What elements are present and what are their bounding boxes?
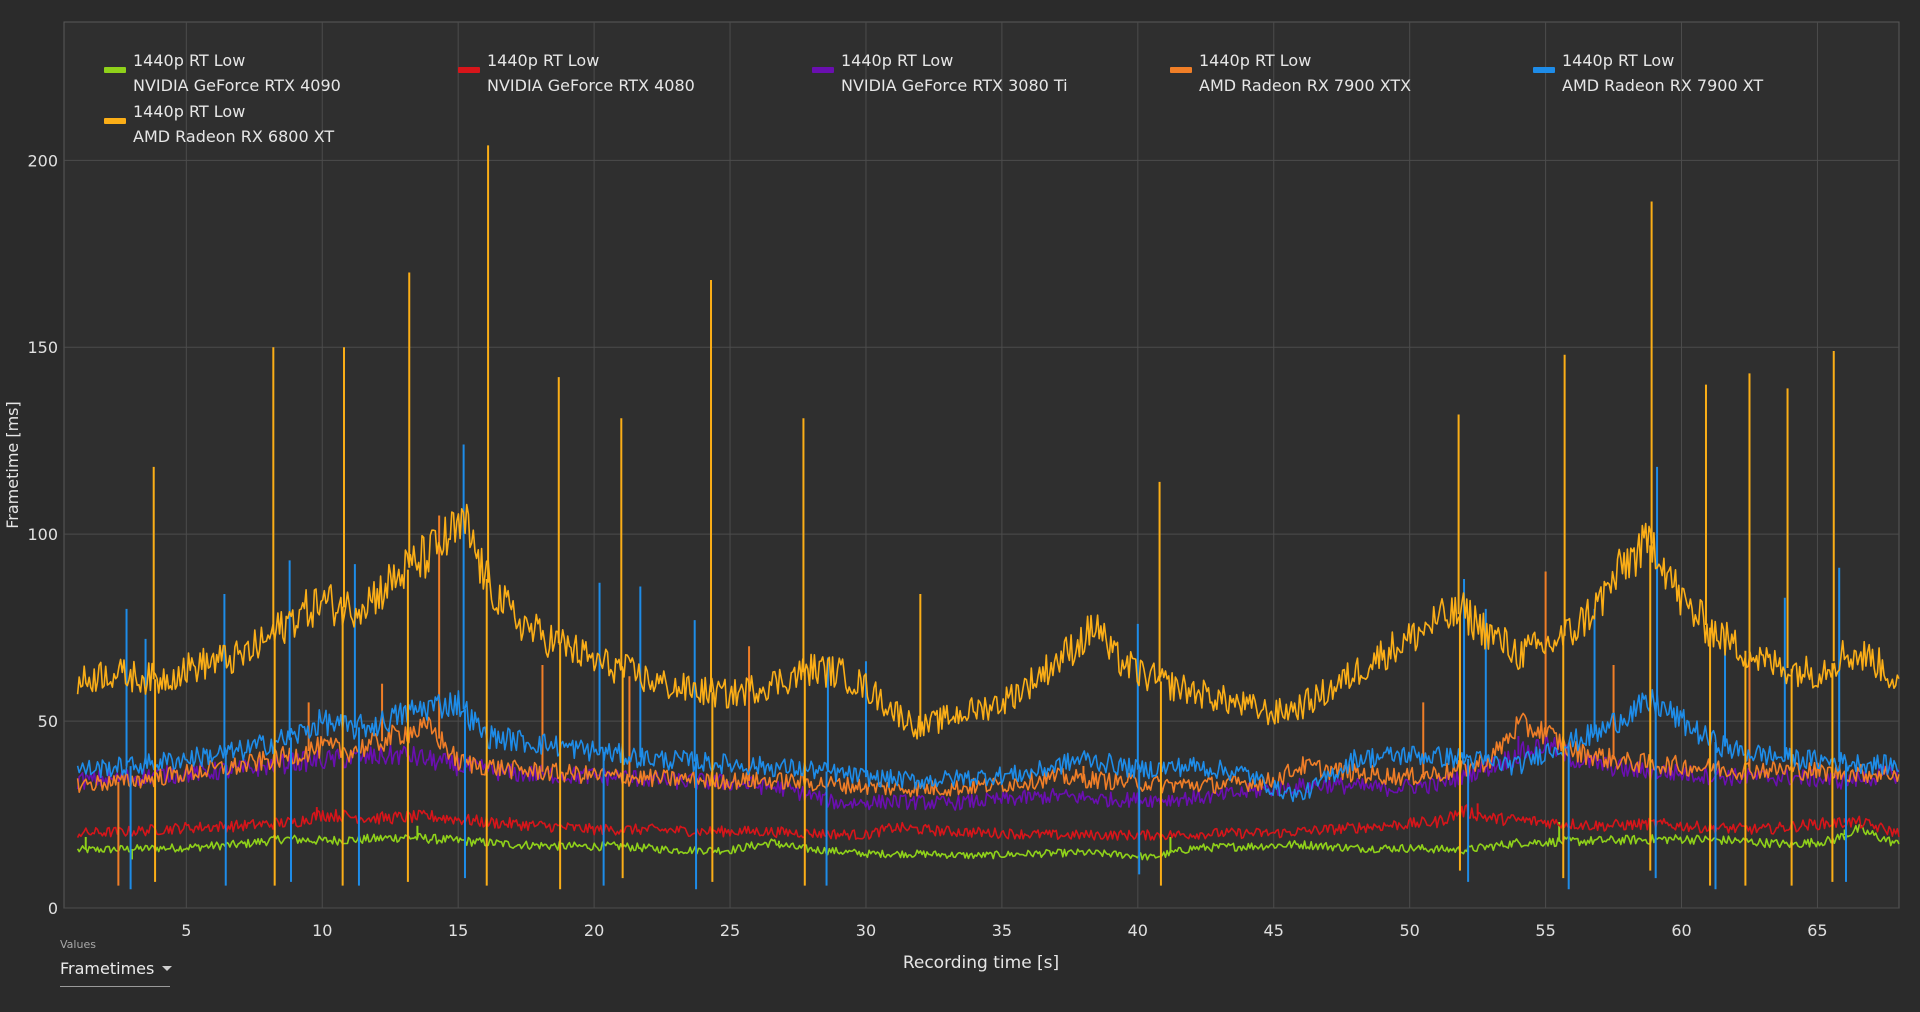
chevron-down-icon xyxy=(162,966,173,971)
legend-item[interactable]: 1440p RT Low NVIDIA GeForce RTX 3080 Ti xyxy=(812,51,1068,95)
legend-swatch xyxy=(104,67,126,73)
x-tick-label: 50 xyxy=(1399,921,1419,940)
y-tick-label: 0 xyxy=(48,899,58,918)
series-3 xyxy=(76,731,1900,811)
legend-swatch xyxy=(812,67,834,73)
series-line xyxy=(76,804,1900,841)
x-tick-label: 60 xyxy=(1671,921,1691,940)
legend-swatch xyxy=(1533,67,1555,73)
legend-swatch xyxy=(458,67,480,73)
series-line xyxy=(76,712,1900,798)
legend-line2: NVIDIA GeForce RTX 4090 xyxy=(133,76,341,95)
axis-ticks: 5 10 15 20 25 30 35 40 45 50 55 60 65 0 50 100 150 200 xyxy=(27,151,1827,940)
series-2 xyxy=(76,803,1900,841)
values-control: Values Frametimes xyxy=(60,938,173,987)
x-tick-label: 65 xyxy=(1807,921,1827,940)
legend-item[interactable]: 1440p RT Low AMD Radeon RX 7900 XT xyxy=(1533,51,1763,95)
legend-line1: 1440p RT Low xyxy=(1562,51,1674,70)
x-tick-label: 10 xyxy=(312,921,332,940)
y-tick-label: 100 xyxy=(27,525,58,544)
x-tick-label: 30 xyxy=(856,921,876,940)
series-1 xyxy=(76,822,1900,861)
x-tick-label: 15 xyxy=(448,921,468,940)
x-tick-label: 40 xyxy=(1128,921,1148,940)
values-dropdown[interactable]: Frametimes xyxy=(60,959,173,987)
x-tick-label: 25 xyxy=(720,921,740,940)
x-tick-label: 45 xyxy=(1264,921,1284,940)
x-tick-label: 20 xyxy=(584,921,604,940)
legend-line2: AMD Radeon RX 7900 XTX xyxy=(1199,76,1411,95)
values-selected: Frametimes xyxy=(60,959,155,978)
legend-item[interactable]: 1440p RT Low AMD Radeon RX 6800 XT xyxy=(104,102,334,146)
legend-item[interactable]: 1440p RT Low NVIDIA GeForce RTX 4080 xyxy=(458,51,695,95)
legend-item[interactable]: 1440p RT Low NVIDIA GeForce RTX 4090 xyxy=(104,51,341,95)
y-tick-label: 50 xyxy=(38,712,58,731)
y-axis-label: Frametime [ms] xyxy=(3,401,22,529)
series-line xyxy=(76,823,1900,861)
values-label: Values xyxy=(60,938,96,951)
legend-line2: NVIDIA GeForce RTX 3080 Ti xyxy=(841,76,1068,95)
legend-line1: 1440p RT Low xyxy=(133,102,245,121)
legend-line2: NVIDIA GeForce RTX 4080 xyxy=(487,76,695,95)
y-tick-label: 150 xyxy=(27,338,58,357)
x-tick-label: 55 xyxy=(1535,921,1555,940)
legend-line1: 1440p RT Low xyxy=(133,51,245,70)
y-tick-label: 200 xyxy=(27,151,58,170)
x-axis-label: Recording time [s] xyxy=(903,953,1059,973)
series-line xyxy=(76,503,1900,740)
series-6 xyxy=(76,145,1900,890)
legend-line1: 1440p RT Low xyxy=(1199,51,1311,70)
legend-line1: 1440p RT Low xyxy=(487,51,599,70)
legend-swatch xyxy=(104,118,126,124)
series-5 xyxy=(76,444,1900,890)
x-tick-label: 35 xyxy=(992,921,1012,940)
legend-swatch xyxy=(1170,67,1192,73)
legend-item[interactable]: 1440p RT Low AMD Radeon RX 7900 XTX xyxy=(1170,51,1411,95)
series-line xyxy=(76,731,1900,811)
series-layer xyxy=(76,145,1900,890)
legend-line1: 1440p RT Low xyxy=(841,51,953,70)
x-tick-label: 5 xyxy=(181,921,191,940)
legend-line2: AMD Radeon RX 7900 XT xyxy=(1562,76,1763,95)
legend-line2: AMD Radeon RX 6800 XT xyxy=(133,127,334,146)
